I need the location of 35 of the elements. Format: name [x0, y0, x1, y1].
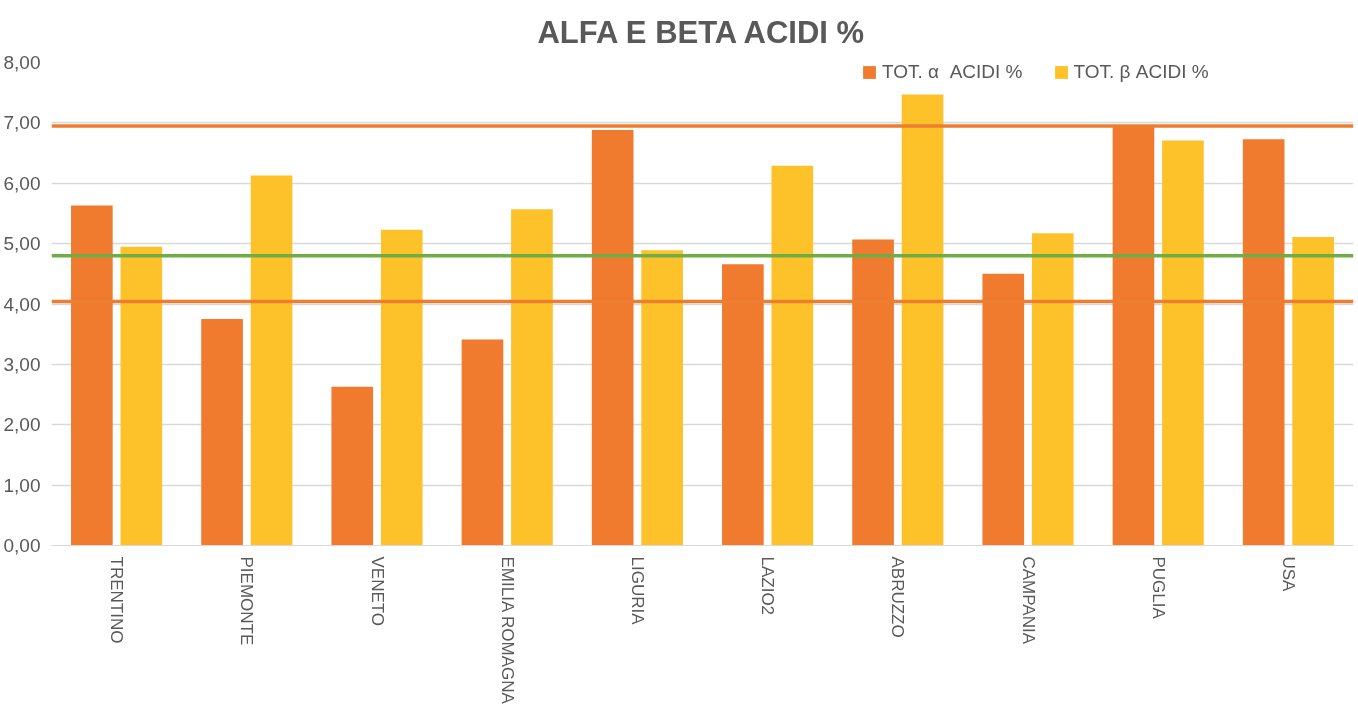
- y-tick-label: 2,00: [3, 414, 41, 436]
- x-tick-label: LAZIO2: [758, 556, 778, 616]
- y-tick-label: 4,00: [3, 293, 41, 315]
- legend-label: TOT. β ACIDI %: [1073, 61, 1209, 83]
- bar: [331, 386, 374, 546]
- bar: [461, 339, 504, 546]
- chart-title: ALFA E BETA ACIDI %: [537, 15, 865, 50]
- x-tick-label: EMILIA ROMAGNA: [497, 556, 517, 705]
- x-tick-label: VENETO: [367, 556, 387, 627]
- y-tick-label: 5,00: [3, 233, 41, 255]
- x-tick-label: PUGLIA: [1148, 556, 1168, 620]
- bar: [771, 165, 814, 546]
- y-tick-label: 3,00: [3, 353, 41, 375]
- bar: [201, 319, 243, 546]
- bar: [1162, 140, 1204, 546]
- x-tick-label: CAMPANIA: [1018, 556, 1038, 645]
- bar: [1031, 233, 1074, 546]
- y-tick-label: 1,00: [3, 474, 41, 496]
- bar: [1292, 236, 1334, 546]
- y-tick-label: 8,00: [3, 52, 41, 73]
- bar: [641, 250, 683, 546]
- x-tick-label: LIGURIA: [627, 556, 647, 626]
- y-tick-label: 0,00: [3, 535, 41, 556]
- legend-label: TOT. α ACIDI %: [882, 61, 1023, 83]
- x-tick-label: PIEMONTE: [237, 556, 257, 646]
- y-tick-label: 6,00: [3, 172, 41, 194]
- bar: [380, 229, 423, 546]
- x-tick-label: ABRUZZO: [888, 556, 908, 638]
- bar: [511, 209, 553, 546]
- y-tick-label: 7,00: [3, 112, 41, 134]
- bar: [901, 94, 944, 546]
- bar: [250, 175, 293, 546]
- bar: [120, 246, 163, 546]
- x-tick-label: TRENTINO: [107, 556, 127, 644]
- x-tick-label: USA: [1278, 556, 1298, 593]
